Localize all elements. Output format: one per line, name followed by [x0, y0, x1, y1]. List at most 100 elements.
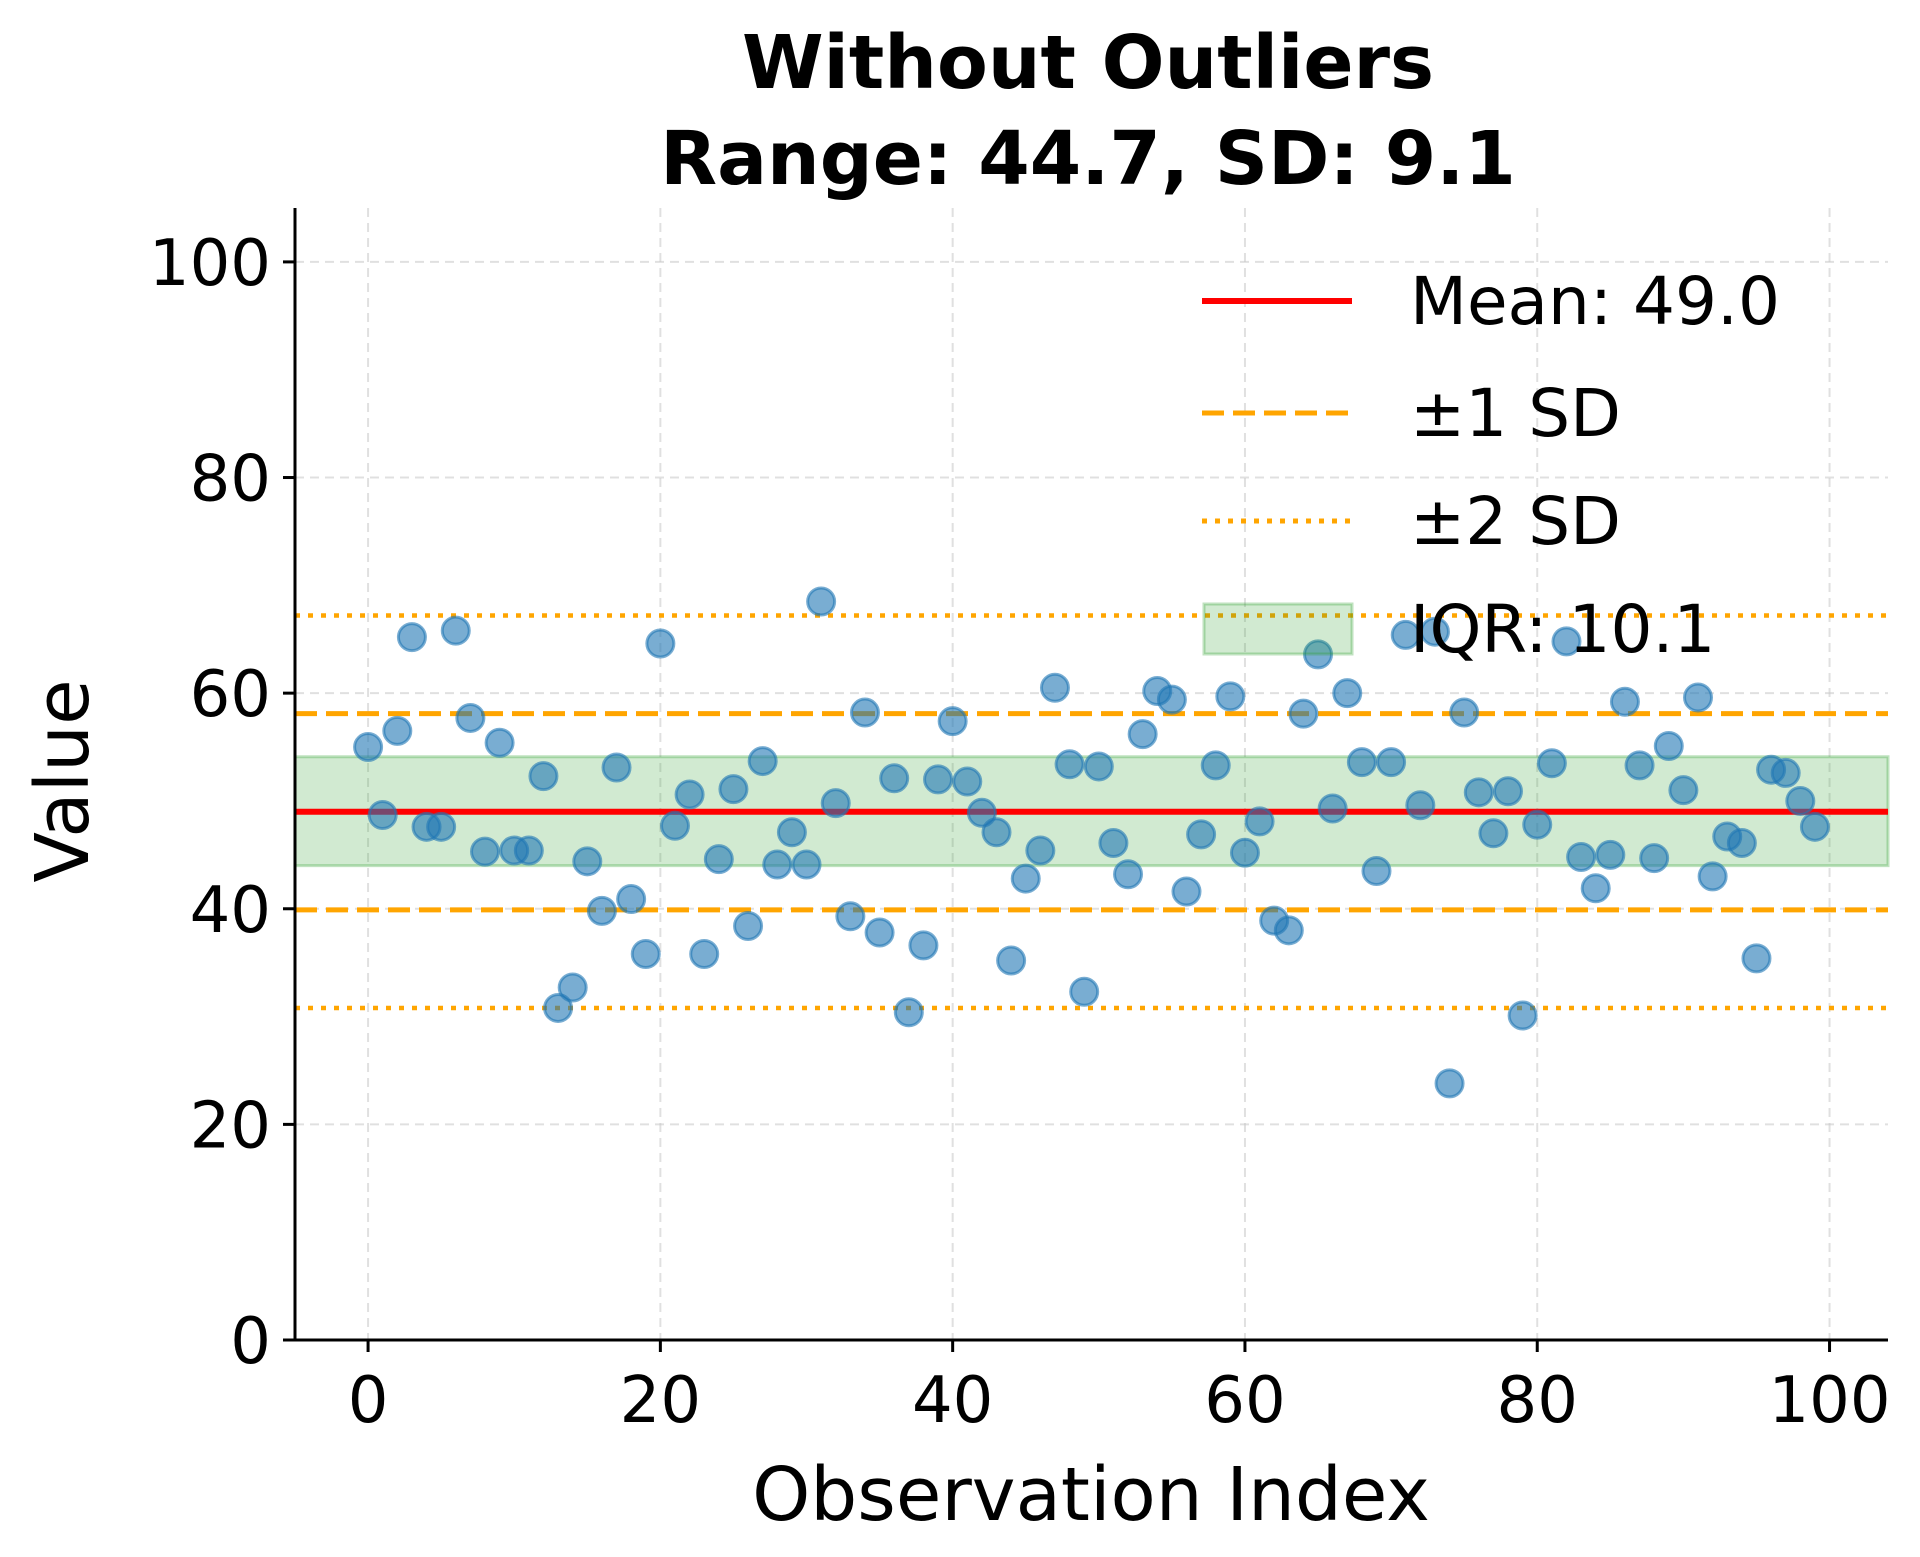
data-point — [1171, 876, 1202, 907]
data-point — [1244, 806, 1275, 837]
data-point — [1113, 859, 1144, 890]
data-point — [835, 901, 866, 932]
data-point — [1580, 873, 1611, 904]
x-tick-label: 100 — [1768, 1364, 1890, 1438]
data-point — [1273, 915, 1304, 946]
x-tick-label: 60 — [1204, 1364, 1285, 1438]
chart-title-line2: Range: 44.7, SD: 9.1 — [660, 116, 1516, 202]
data-point — [952, 766, 983, 797]
data-point — [1098, 827, 1129, 858]
data-point — [1566, 842, 1597, 873]
data-point — [484, 727, 515, 758]
data-point — [382, 715, 413, 746]
data-point — [1522, 809, 1553, 840]
data-point — [1288, 698, 1319, 729]
data-point — [937, 706, 968, 737]
data-point — [1229, 837, 1260, 868]
y-tick-label: 40 — [190, 874, 271, 948]
x-tick-label: 40 — [912, 1364, 993, 1438]
data-point — [791, 849, 822, 880]
data-point — [1156, 684, 1187, 715]
legend-sd2-label: ±2 SD — [1410, 483, 1621, 560]
data-point — [806, 586, 837, 617]
data-point — [1639, 843, 1670, 874]
data-point — [1039, 672, 1070, 703]
data-point — [1025, 835, 1056, 866]
data-point — [674, 779, 705, 810]
y-tick-label: 60 — [190, 658, 271, 732]
data-point — [1332, 678, 1363, 709]
data-point — [1405, 790, 1436, 821]
data-point — [455, 702, 486, 733]
legend: Mean: 49.0 ±1 SD ±2 SD IQR: 10.1 — [1202, 263, 1780, 668]
data-points — [353, 586, 1830, 1099]
data-point — [1668, 775, 1699, 806]
data-point — [1493, 776, 1524, 807]
data-point — [1785, 785, 1816, 816]
data-point — [1463, 777, 1494, 808]
data-point — [1595, 839, 1626, 870]
data-point — [1683, 682, 1714, 713]
data-point — [353, 732, 384, 763]
data-point — [1069, 976, 1100, 1007]
data-point — [1303, 639, 1334, 670]
data-point — [1799, 811, 1830, 842]
data-point — [1200, 750, 1231, 781]
data-point — [1726, 827, 1757, 858]
data-point — [513, 835, 544, 866]
data-point — [1434, 1068, 1465, 1099]
data-point — [1741, 943, 1772, 974]
data-point — [996, 945, 1027, 976]
y-tick-label: 100 — [149, 227, 271, 301]
data-point — [1054, 749, 1085, 780]
data-point — [1317, 793, 1348, 824]
data-point — [645, 628, 676, 659]
x-axis-label: Observation Index — [752, 1452, 1430, 1538]
data-point — [1376, 747, 1407, 778]
data-point — [733, 911, 764, 942]
legend-sd1-label: ±1 SD — [1410, 375, 1621, 452]
data-point — [1697, 861, 1728, 892]
chart-title-line1: Without Outliers — [742, 20, 1434, 106]
data-point — [776, 817, 807, 848]
data-point — [689, 939, 720, 970]
x-tick-label: 80 — [1497, 1364, 1578, 1438]
legend-iqr-swatch — [1202, 602, 1354, 656]
data-point — [659, 810, 690, 841]
data-point — [879, 763, 910, 794]
data-point — [543, 992, 574, 1023]
data-point — [440, 615, 471, 646]
data-point — [630, 939, 661, 970]
data-point — [1770, 757, 1801, 788]
data-point — [923, 764, 954, 795]
data-point — [396, 622, 427, 653]
x-ticks: 0 20 40 60 80 100 — [348, 1340, 1891, 1438]
data-point — [1536, 748, 1567, 779]
data-point — [747, 746, 778, 777]
x-tick-label: 20 — [620, 1364, 701, 1438]
data-point — [1390, 619, 1421, 650]
data-point — [1449, 697, 1480, 728]
y-tick-label: 20 — [190, 1089, 271, 1163]
data-point — [616, 884, 647, 915]
data-point — [1361, 856, 1392, 887]
data-point — [1010, 863, 1041, 894]
x-tick-label: 0 — [348, 1364, 389, 1438]
data-point — [1478, 818, 1509, 849]
data-point — [762, 849, 793, 880]
data-point — [1419, 616, 1450, 647]
data-point — [1653, 730, 1684, 761]
data-point — [849, 697, 880, 728]
data-point — [426, 811, 457, 842]
data-point — [864, 917, 895, 948]
data-point — [1186, 819, 1217, 850]
data-point — [1507, 1000, 1538, 1031]
data-point — [1551, 626, 1582, 657]
data-point — [528, 761, 559, 792]
data-point — [718, 774, 749, 805]
data-point — [1624, 750, 1655, 781]
legend-iqr-label: IQR: 10.1 — [1410, 591, 1715, 668]
data-point — [893, 997, 924, 1028]
